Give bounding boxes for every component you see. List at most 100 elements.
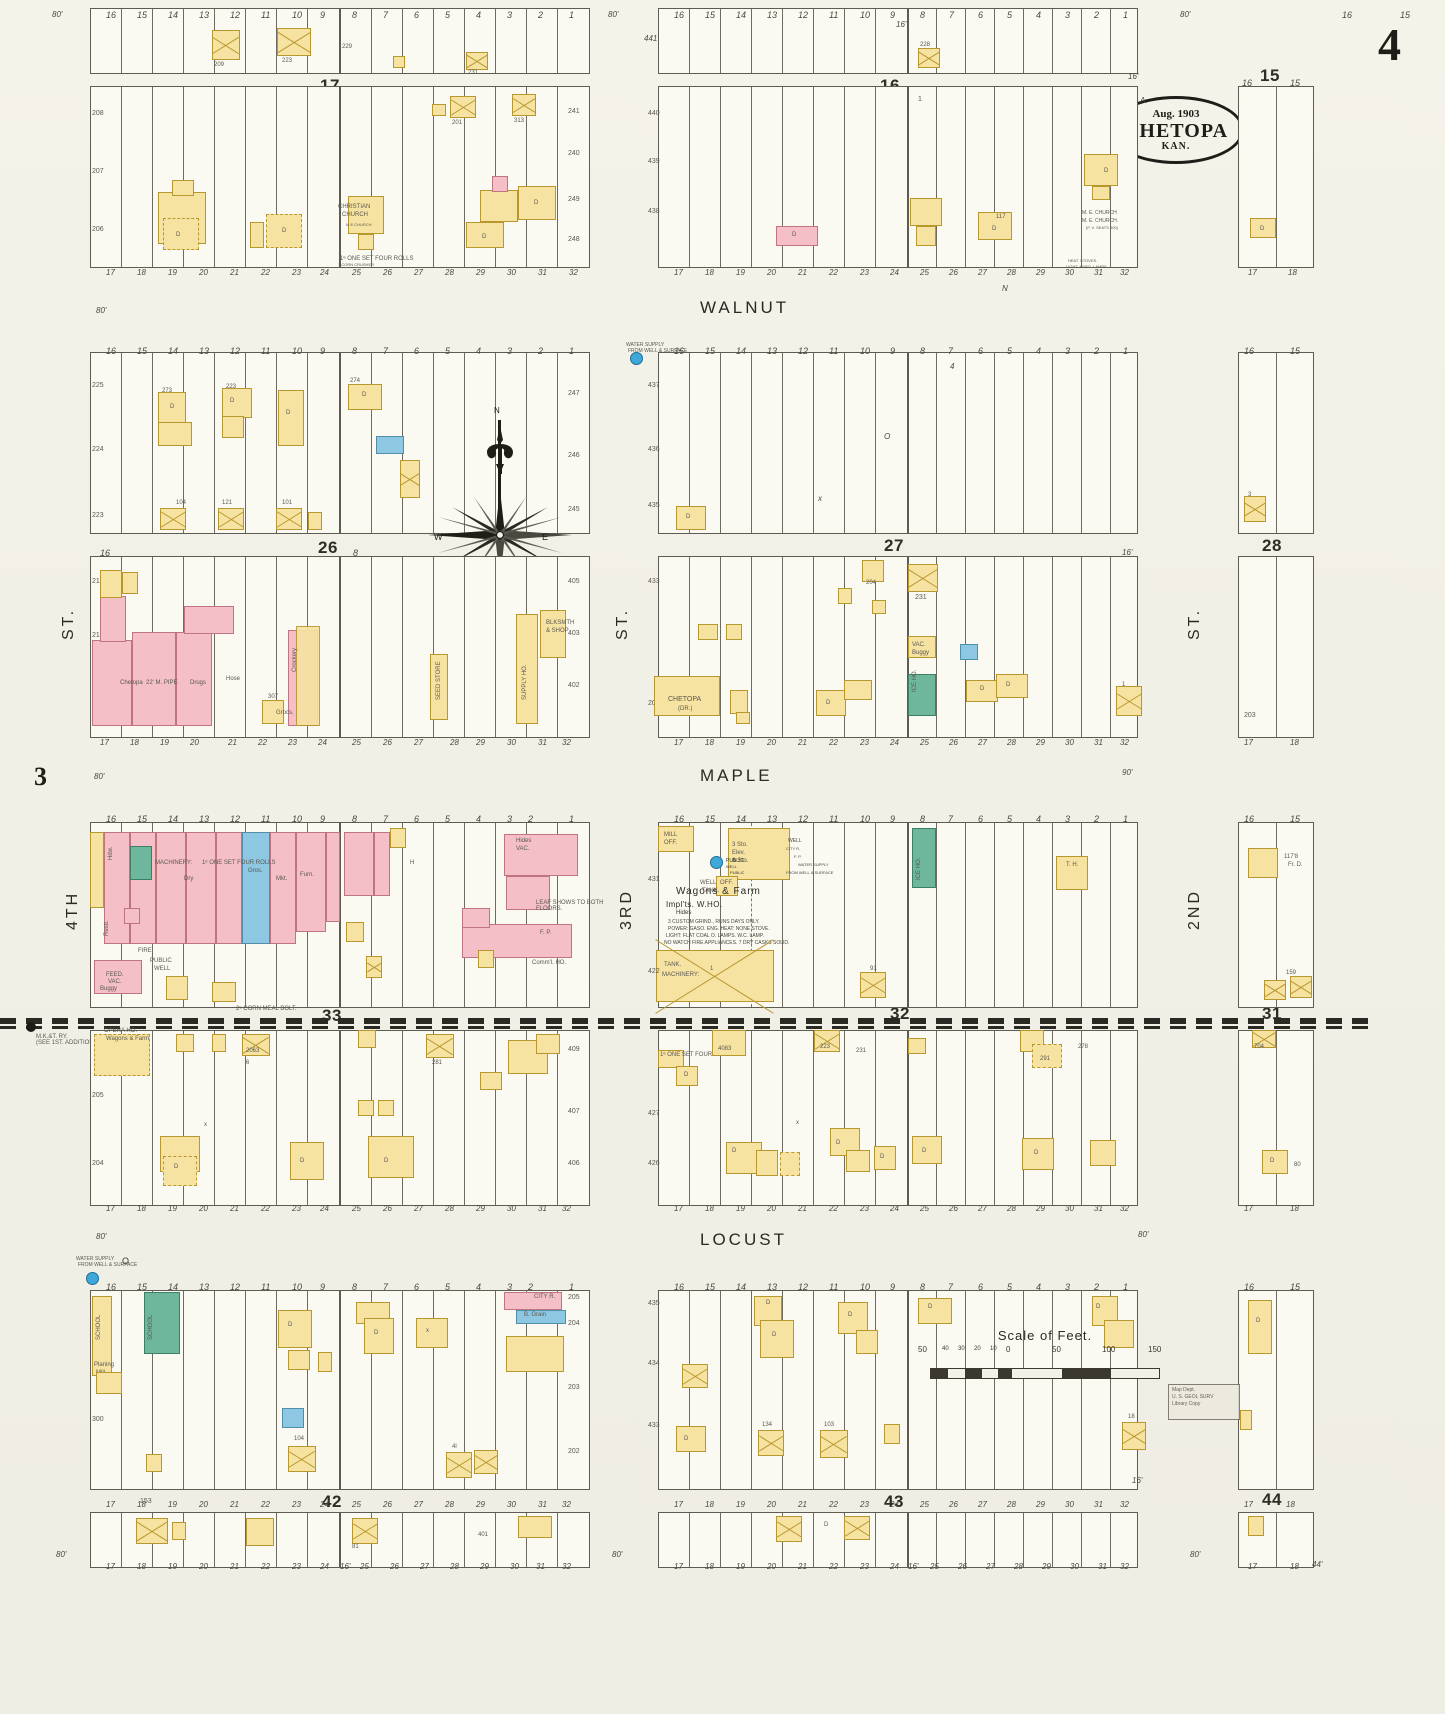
building-frame — [288, 1350, 310, 1370]
building-frame — [1116, 686, 1142, 716]
street-label-locust: LOCUST — [700, 1230, 787, 1249]
building-frame — [1092, 186, 1110, 200]
label-boarding: CHETOPA — [668, 696, 702, 703]
label-hose-3: Buggy — [100, 986, 118, 992]
block-16-upper-west — [658, 8, 908, 74]
label-city-fp-1: PUBLIC — [150, 958, 172, 964]
block-number-43: 43 — [884, 1492, 904, 1511]
building-frame — [908, 564, 938, 592]
building-frame — [518, 1516, 552, 1538]
building-frame — [480, 190, 518, 222]
machinery-line1: CITY R. — [786, 846, 801, 851]
street-label-st-west: ST. — [60, 607, 77, 640]
building-brick-store — [184, 606, 234, 634]
building-frame — [1090, 1140, 1116, 1166]
building-frame — [246, 1518, 274, 1546]
building-brick-store — [104, 832, 130, 944]
building-frame — [518, 186, 556, 220]
street-label-st-east: ST. — [1186, 607, 1203, 640]
building-frame — [516, 614, 538, 724]
building-frame — [1022, 1138, 1054, 1170]
building-frame — [212, 1034, 226, 1052]
railroad-line — [0, 1018, 1368, 1024]
building-brick-store — [100, 596, 126, 642]
label-wagon-1: OPERA HO. — [104, 1028, 138, 1034]
scale-tick: 50 — [1052, 1345, 1061, 1354]
building-frame — [676, 1066, 698, 1086]
building-frame — [358, 1030, 376, 1048]
building-frame — [262, 700, 284, 724]
building-frame — [918, 48, 940, 68]
building-frame — [716, 876, 738, 896]
label-vac-32: 1ᵉ ONE SET FOUR ROLLS — [660, 1052, 734, 1058]
street-label-2nd: 2ND — [1186, 888, 1203, 930]
building-frame — [682, 1364, 708, 1388]
block-42-south-strip — [90, 1512, 340, 1568]
scale-tick: 150 — [1148, 1345, 1162, 1354]
building-frame — [760, 1320, 794, 1358]
scale-tick: 20 — [974, 1346, 981, 1352]
building-frame — [393, 56, 405, 68]
building-frame — [364, 1318, 394, 1354]
building-frame — [308, 512, 322, 530]
building-frame — [172, 1522, 186, 1540]
edge-dim: 80' — [1180, 10, 1191, 19]
building-frame — [730, 690, 748, 714]
building-brick-store — [186, 832, 216, 944]
building-frame — [776, 1516, 802, 1542]
street-label-4th: 4TH — [64, 890, 81, 930]
building-frame — [348, 384, 382, 410]
building-frame — [100, 570, 122, 598]
building-brick — [462, 908, 490, 928]
building-hose-house — [94, 960, 142, 994]
building-frame — [480, 1072, 502, 1090]
building-frame — [838, 1302, 868, 1334]
building-stone — [376, 436, 404, 454]
building-frame — [506, 1336, 564, 1372]
block-number-28: 28 — [1262, 536, 1282, 555]
building-boarding-house — [654, 676, 720, 716]
street-label-3rd: 3RD — [618, 888, 635, 930]
building-frame — [1240, 1410, 1252, 1430]
label-crockery: MACHINERY: — [155, 860, 193, 866]
building-frame — [820, 1430, 848, 1458]
building-frame — [358, 234, 374, 250]
stamp-line3: Library Copy — [1172, 1400, 1201, 1407]
sheet-number: 4 — [1378, 19, 1401, 70]
building-frame — [250, 222, 264, 248]
building-brick-store — [132, 632, 176, 726]
block-17-upper-east — [340, 8, 590, 74]
building-frame — [222, 416, 244, 438]
building-frame — [432, 104, 446, 116]
machinery-line2: F. P. — [794, 854, 802, 859]
scale-bar-group: Scale of Feet. 50 40 30 20 10 0 50 100 1… — [918, 1328, 1162, 1379]
label-furniture: Hose — [226, 676, 241, 682]
scale-tick: 40 — [942, 1346, 949, 1352]
public-well-label-2: FROM WELL & SURFACE — [628, 348, 688, 354]
block-number-26: 26 — [318, 538, 338, 557]
building-frame — [346, 922, 364, 942]
label-water-supply-3: PUBLIC — [730, 870, 745, 875]
building-frame — [726, 624, 742, 640]
block-number-15-top: 15 — [1260, 66, 1280, 85]
building-frame — [1290, 976, 1312, 998]
building-frame-dashed — [1032, 1044, 1062, 1068]
building-frame — [426, 1034, 454, 1058]
public-well-label-3: WATER SUPPLY — [76, 1256, 115, 1262]
building-stone — [282, 1408, 304, 1428]
block-33-lower-east — [340, 1030, 590, 1206]
building-brick-store — [326, 832, 340, 922]
building-brick-store — [176, 632, 212, 726]
label-vac-opera: F. P. — [540, 930, 552, 936]
building-frame — [466, 52, 488, 70]
block-number-27: 27 — [884, 536, 904, 555]
building-frame — [212, 982, 236, 1002]
edge-lot-16: 16 — [1342, 10, 1353, 20]
machinery-header: WELL — [788, 838, 802, 844]
building-frame — [276, 508, 302, 530]
building-frame — [122, 572, 138, 594]
building-frame — [318, 1352, 332, 1372]
building-frame — [996, 674, 1028, 698]
stamp-line2: U. S. GEOL SURV — [1172, 1393, 1214, 1400]
building-frame — [512, 94, 536, 116]
